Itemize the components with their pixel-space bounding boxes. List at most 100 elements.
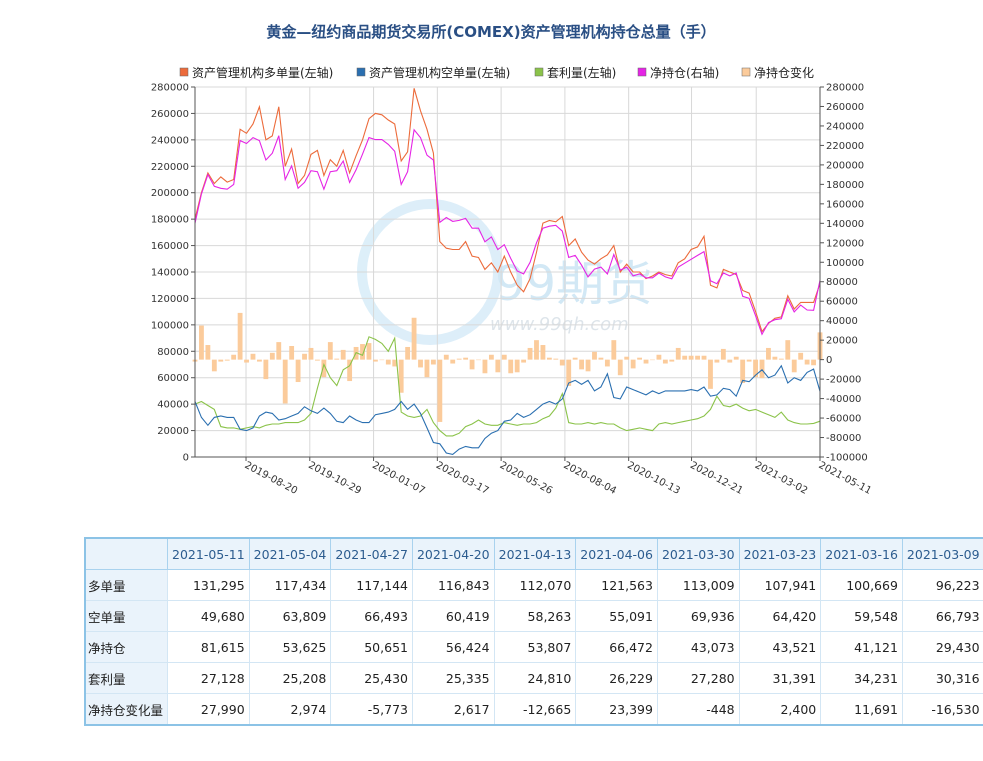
change-bar	[604, 359, 610, 367]
left-tick-label: 220000	[151, 162, 189, 173]
change-bar	[720, 348, 726, 360]
change-bar	[257, 359, 262, 362]
change-bar	[450, 359, 456, 364]
x-tick-label: 2021-03-02	[753, 460, 809, 497]
legend-swatch	[534, 67, 544, 77]
change-bar	[392, 359, 398, 367]
table-cell: 43,073	[656, 631, 740, 663]
change-bar	[534, 340, 539, 360]
right-tick-label: -100000	[826, 453, 868, 464]
right-tick-label: 20000	[826, 336, 858, 347]
right-tick-label: 280000	[826, 83, 864, 94]
change-bar	[714, 359, 720, 363]
change-bar	[746, 359, 752, 362]
change-bar	[682, 355, 688, 360]
change-bar	[798, 352, 804, 360]
change-bar	[585, 359, 591, 372]
table-cell: 34,231	[820, 662, 903, 694]
table-cell: 112,070	[493, 569, 577, 601]
table-cell: 24,810	[493, 662, 577, 694]
legend-swatch	[637, 67, 647, 77]
right-tick-label: 200000	[826, 160, 864, 171]
left-tick-label: 20000	[157, 426, 189, 437]
change-bar	[611, 340, 617, 360]
table-cell: 59,548	[820, 600, 903, 632]
table-cell: 53,625	[248, 631, 332, 663]
change-bar	[482, 359, 488, 374]
table-cell: 121,563	[575, 569, 658, 601]
left-tick-label: 180000	[151, 215, 189, 226]
change-bar	[263, 359, 269, 380]
right-tick-label: 180000	[826, 180, 864, 191]
change-bar	[540, 345, 546, 360]
x-tick-label: 2020-08-04	[561, 460, 617, 497]
change-bar	[244, 359, 249, 363]
change-bar	[566, 359, 572, 386]
table-cell: 30,316	[901, 662, 983, 694]
chart: 黄金—纽约商品期货交易所(COMEX)资产管理机构持仓总量（手） 资产管理机构多…	[151, 23, 873, 497]
change-bar	[501, 354, 507, 360]
change-bar	[366, 343, 372, 360]
table-cell: 49,680	[167, 600, 250, 632]
change-bar	[708, 359, 713, 389]
table-date-header: 2021-03-30	[656, 537, 740, 570]
table-cell: 116,843	[411, 569, 495, 601]
table-header-row: 2021-05-11 2021-05-04 2021-04-27 2021-04-20…	[84, 537, 983, 570]
table-row: 多单量 131,295 117,434 117,144 116,843 112,070 12…	[84, 569, 983, 601]
change-bar	[295, 359, 301, 383]
change-bar	[488, 354, 494, 360]
change-bar	[302, 353, 307, 360]
change-bar	[592, 351, 597, 360]
change-bar	[411, 317, 417, 360]
table-date-header: 2021-03-09	[901, 537, 983, 570]
change-bar	[237, 312, 243, 360]
change-bar	[476, 359, 481, 361]
right-tick-label: -60000	[826, 414, 861, 425]
right-tick-label: 260000	[826, 102, 864, 113]
legend-swatch	[356, 67, 366, 77]
change-bar	[327, 342, 333, 360]
x-tick-label: 2020-10-13	[625, 460, 681, 497]
x-tick-label: 2020-03-17	[434, 460, 490, 497]
change-bar	[759, 359, 765, 379]
table-cell: 107,941	[738, 569, 822, 601]
change-bar	[811, 359, 816, 366]
x-tick-label: 2020-05-26	[498, 460, 554, 497]
change-bar	[495, 359, 501, 373]
chart-title: 黄金—纽约商品期货交易所(COMEX)资产管理机构持仓总量（手）	[266, 23, 715, 41]
change-bar	[662, 359, 668, 364]
table-cell: 64,420	[738, 600, 822, 632]
table-cell: 2,974	[248, 693, 332, 726]
left-tick-label: 240000	[151, 135, 189, 146]
change-bar	[688, 355, 694, 360]
line-series	[194, 88, 821, 455]
table-cell: 58,263	[493, 600, 577, 632]
table-cell: 26,229	[575, 662, 658, 694]
right-tick-label: 0	[826, 355, 832, 366]
table-cell: 29,430	[901, 631, 983, 663]
change-bar	[740, 359, 746, 383]
table-cell: 27,990	[167, 693, 250, 726]
change-bar	[521, 359, 527, 363]
x-tick-label: 2019-10-29	[306, 460, 362, 497]
table-cell: 23,399	[575, 693, 658, 726]
table-date-header: 2021-03-23	[738, 537, 822, 570]
table-cell: -12,665	[493, 693, 577, 726]
table-cell: 25,208	[248, 662, 332, 694]
change-bar	[514, 359, 520, 373]
bar-series	[192, 312, 823, 422]
table-cell: 2,400	[738, 693, 822, 726]
table-cell: 27,128	[167, 662, 250, 694]
right-tick-label: 100000	[826, 258, 864, 269]
change-bar	[405, 346, 411, 360]
change-bar	[785, 340, 791, 360]
change-bar	[360, 344, 365, 360]
change-bar	[624, 356, 630, 360]
table-row-label: 套利量	[84, 662, 169, 694]
table-row: 空单量 49,680 63,809 66,493 60,419 58,263 55,091 6…	[84, 600, 983, 632]
left-tick-label: 140000	[151, 268, 189, 279]
table-row-label: 净持仓	[84, 631, 169, 663]
change-bar	[276, 342, 282, 360]
table-date-header: 2021-04-27	[330, 537, 413, 570]
table-cell: 113,009	[656, 569, 740, 601]
